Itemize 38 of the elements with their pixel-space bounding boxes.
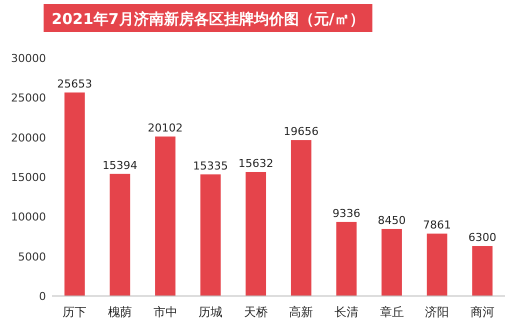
data-label: 15394 [102,158,138,172]
chart-title: 2021年7月济南新房各区挂牌均价图（元/㎡） [52,10,364,28]
y-tick-label: 25000 [11,92,46,105]
bar [336,222,357,296]
bar [472,246,493,296]
x-tick-label: 高新 [289,305,314,319]
data-label: 6300 [468,231,496,244]
data-label: 25653 [57,77,92,90]
x-tick-label: 市中 [153,305,178,319]
x-tick-label: 长清 [334,305,358,319]
data-label: 19656 [284,125,319,138]
data-label: 20102 [148,122,183,135]
data-label: 15335 [193,159,228,172]
data-label: 7861 [423,218,452,232]
x-tick-label: 天桥 [244,305,268,319]
y-tick-label: 0 [39,290,46,303]
bar [246,172,266,296]
y-tick-label: 30000 [11,52,46,65]
bar [426,234,448,296]
x-tick-label: 历下 [62,305,87,319]
y-tick-label: 15000 [11,171,46,184]
bar [110,174,130,296]
x-tick-label: 章丘 [380,305,404,319]
data-label: 9336 [332,206,360,220]
bar [382,228,402,296]
y-tick-label: 5000 [18,250,46,264]
x-tick-label: 槐荫 [108,305,132,319]
data-label: 8450 [378,214,406,227]
bar [64,92,85,296]
y-tick-label: 10000 [11,210,46,224]
bar [290,140,312,296]
x-tick-label: 历城 [198,305,223,319]
bar [155,136,176,296]
y-tick-label: 20000 [11,131,46,144]
x-tick-label: 商河 [470,305,494,319]
x-tick-label: 济阳 [425,305,450,319]
bar [200,174,221,296]
data-label: 15632 [238,156,274,170]
